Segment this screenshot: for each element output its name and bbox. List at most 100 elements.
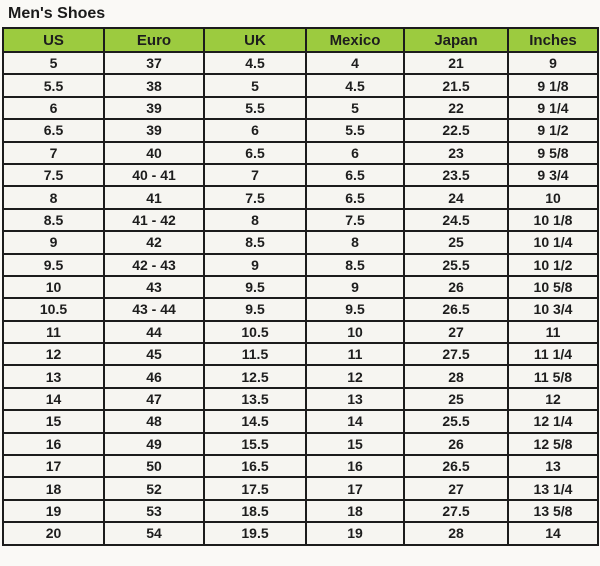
table-cell: 19.5 (203, 521, 307, 546)
table-cell: 22.5 (403, 118, 509, 143)
table-row: 10.5 43 - 44 9.5 9.5 26.5 10 3/4 (2, 297, 599, 322)
table-cell: 24.5 (403, 207, 509, 233)
table-cell: 27.5 (403, 342, 509, 367)
table-cell: 6.5 (305, 185, 405, 210)
table-cell: 41 - 42 (103, 207, 205, 233)
table-cell: 28 (403, 521, 509, 546)
table-cell: 7 (203, 162, 307, 188)
table-cell: 13 1/4 (507, 476, 599, 501)
table-cell: 9 (507, 50, 599, 76)
table-cell: 10 1/8 (507, 207, 599, 233)
table-row: 15 48 14.5 14 25.5 12 1/4 (2, 409, 599, 434)
table-cell: 6.5 (203, 140, 307, 165)
table-cell: 9 5/8 (507, 140, 599, 165)
table-cell: 10 (305, 319, 405, 345)
table-cell: 39 (103, 95, 205, 121)
table-row: 20 54 19.5 19 28 14 (2, 521, 599, 546)
table-cell: 42 - 43 (103, 252, 205, 277)
column-header-mexico: Mexico (305, 27, 405, 53)
table-row: 6.5 39 6 5.5 22.5 9 1/2 (2, 118, 599, 143)
table-row: 6 39 5.5 5 22 9 1/4 (2, 95, 599, 121)
table-cell: 7.5 (203, 185, 307, 210)
table-cell: 44 (103, 319, 205, 345)
table-cell: 27 (403, 476, 509, 501)
table-cell: 9 1/2 (507, 118, 599, 143)
table-cell: 37 (103, 50, 205, 76)
table-cell: 23.5 (403, 162, 509, 188)
table-cell: 14 (305, 409, 405, 434)
table-cell: 15 (305, 431, 405, 457)
table-cell: 18 (2, 476, 105, 501)
table-cell: 8.5 (305, 252, 405, 277)
table-cell: 6.5 (2, 118, 105, 143)
table-cell: 10 (507, 185, 599, 210)
table-cell: 15.5 (203, 431, 307, 457)
table-cell: 6 (305, 140, 405, 165)
table-cell: 4.5 (203, 50, 307, 76)
table-cell: 18 (305, 498, 405, 524)
table-cell: 9 1/8 (507, 73, 599, 98)
table-cell: 47 (103, 386, 205, 412)
table-cell: 49 (103, 431, 205, 457)
table-cell: 13 (507, 454, 599, 479)
table-cell: 9.5 (305, 297, 405, 322)
table-cell: 5 (305, 95, 405, 121)
table-cell: 7.5 (2, 162, 105, 188)
table-row: 10 43 9.5 9 26 10 5/8 (2, 274, 599, 300)
table-cell: 23 (403, 140, 509, 165)
table-cell: 52 (103, 476, 205, 501)
table-cell: 16.5 (203, 454, 307, 479)
table-cell: 10.5 (203, 319, 307, 345)
table-cell: 25 (403, 386, 509, 412)
table-cell: 17 (2, 454, 105, 479)
table-cell: 43 - 44 (103, 297, 205, 322)
table-cell: 27.5 (403, 498, 509, 524)
table-cell: 26.5 (403, 297, 509, 322)
table-cell: 6 (203, 118, 307, 143)
table-cell: 14 (2, 386, 105, 412)
table-cell: 12 1/4 (507, 409, 599, 434)
table-cell: 16 (305, 454, 405, 479)
table-cell: 22 (403, 95, 509, 121)
table-cell: 41 (103, 185, 205, 210)
table-row: 9.5 42 - 43 9 8.5 25.5 10 1/2 (2, 252, 599, 277)
table-cell: 9 (305, 274, 405, 300)
table-cell: 11 (507, 319, 599, 345)
table-row: 9 42 8.5 8 25 10 1/4 (2, 230, 599, 255)
table-cell: 5.5 (2, 73, 105, 98)
table-cell: 46 (103, 364, 205, 389)
table-cell: 10 1/2 (507, 252, 599, 277)
table-cell: 26 (403, 431, 509, 457)
table-cell: 9 1/4 (507, 95, 599, 121)
table-cell: 18.5 (203, 498, 307, 524)
table-cell: 11 5/8 (507, 364, 599, 389)
table-cell: 5.5 (305, 118, 405, 143)
table-cell: 43 (103, 274, 205, 300)
table-row: 11 44 10.5 10 27 11 (2, 319, 599, 345)
table-cell: 8 (203, 207, 307, 233)
table-row: 8.5 41 - 42 8 7.5 24.5 10 1/8 (2, 207, 599, 233)
table-cell: 17 (305, 476, 405, 501)
table-cell: 12 5/8 (507, 431, 599, 457)
table-cell: 48 (103, 409, 205, 434)
table-cell: 9 (203, 252, 307, 277)
table-cell: 11.5 (203, 342, 307, 367)
header-row: US Euro UK Mexico Japan Inches (2, 27, 599, 53)
column-header-euro: Euro (103, 27, 205, 53)
table-cell: 9.5 (2, 252, 105, 277)
table-cell: 19 (2, 498, 105, 524)
table-row: 12 45 11.5 11 27.5 11 1/4 (2, 342, 599, 367)
table-cell: 9 (2, 230, 105, 255)
table-cell: 42 (103, 230, 205, 255)
column-header-us: US (2, 27, 105, 53)
table-row: 17 50 16.5 16 26.5 13 (2, 454, 599, 479)
table-cell: 6.5 (305, 162, 405, 188)
table-cell: 40 - 41 (103, 162, 205, 188)
table-cell: 5 (203, 73, 307, 98)
table-cell: 20 (2, 521, 105, 546)
table-cell: 12 (305, 364, 405, 389)
table-row: 13 46 12.5 12 28 11 5/8 (2, 364, 599, 389)
table-cell: 14.5 (203, 409, 307, 434)
table-cell: 53 (103, 498, 205, 524)
table-row: 5.5 38 5 4.5 21.5 9 1/8 (2, 73, 599, 98)
